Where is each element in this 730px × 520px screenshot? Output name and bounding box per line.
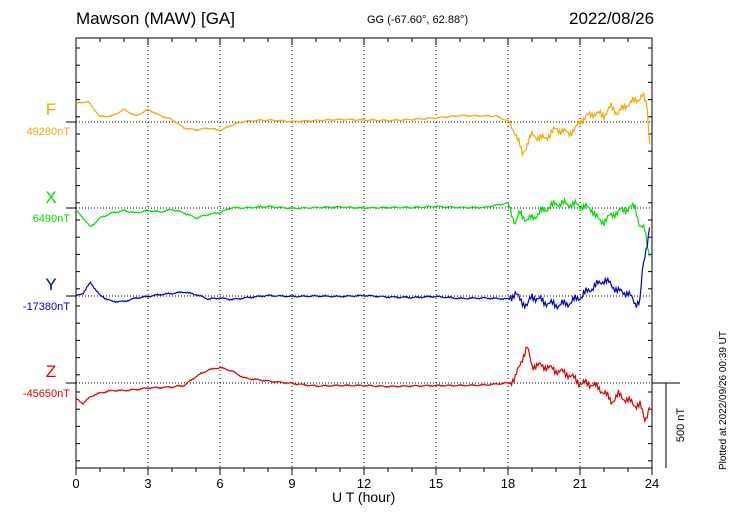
x-tick-label: 12 <box>357 476 371 491</box>
series-label-x: X <box>45 188 56 207</box>
series-label-y: Y <box>45 275 56 294</box>
x-tick-label: 18 <box>501 476 515 491</box>
series-line-x <box>75 196 651 257</box>
x-tick-label: 0 <box>72 476 79 491</box>
series-label-f: F <box>46 100 56 119</box>
x-tick-label: 3 <box>144 476 151 491</box>
baseline-value-y: -17380nT <box>23 301 70 313</box>
x-axis-label: U T (hour) <box>332 489 396 505</box>
series-label-z: Z <box>46 362 56 381</box>
station-coordinates: GG (-67.60°, 62.88°) <box>367 14 469 26</box>
x-tick-label: 24 <box>645 476 659 491</box>
baseline-value-f: 49280nT <box>27 126 71 138</box>
station-title: Mawson (MAW) [GA] <box>76 9 235 28</box>
plot-date: 2022/08/26 <box>569 9 655 28</box>
x-tick-label: 15 <box>429 476 443 491</box>
baseline-value-x: 6490nT <box>33 213 71 225</box>
x-tick-label: 21 <box>573 476 587 491</box>
x-tick-label: 6 <box>216 476 223 491</box>
scale-bar-label: 500 nT <box>675 408 687 443</box>
plotted-timestamp: Plotted at 2022/09/26 00:39 UT <box>718 331 729 470</box>
series-line-f <box>75 91 651 158</box>
baseline-value-z: -45650nT <box>23 388 70 400</box>
series-line-z <box>75 346 651 424</box>
x-tick-label: 9 <box>288 476 295 491</box>
series-line-y <box>75 227 651 311</box>
